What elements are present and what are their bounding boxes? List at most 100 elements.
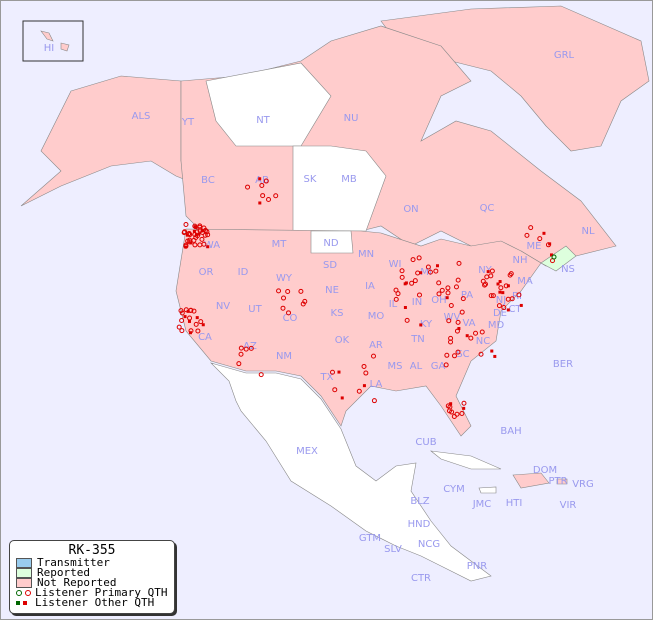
listener-primary-marker <box>201 241 207 247</box>
region-label-nu: NU <box>344 113 359 124</box>
listener-primary-marker <box>399 268 405 274</box>
listener-primary-marker <box>448 339 454 345</box>
region-label-ab: AB <box>255 175 269 186</box>
region-label-ms: MS <box>388 361 403 372</box>
listener-primary-marker <box>399 274 405 280</box>
listener-primary-marker <box>524 232 530 238</box>
listener-other-marker <box>183 315 187 319</box>
listener-other-marker <box>404 281 408 285</box>
listener-primary-marker <box>192 232 198 238</box>
legend-transmitter: Transmitter <box>10 557 174 568</box>
listener-other-marker <box>462 406 466 410</box>
listener-other-marker <box>506 284 510 288</box>
listener-primary-marker <box>537 236 543 242</box>
listener-other-marker <box>206 245 210 249</box>
listener-primary-marker <box>258 372 264 378</box>
region-label-tx: TX <box>320 372 334 383</box>
region-label-la: LA <box>370 379 383 390</box>
region-label-de: DE <box>493 308 507 319</box>
legend-label: Listener Primary QTH <box>35 586 168 599</box>
region-label-wa: WA <box>204 240 220 251</box>
region-nd <box>310 230 354 254</box>
region-label-nt: NT <box>256 115 270 126</box>
listener-primary-marker <box>482 282 488 288</box>
reported-primary-marker <box>551 254 557 260</box>
listener-primary-marker <box>201 225 207 231</box>
listener-primary-marker <box>455 319 461 325</box>
region-label-ct: CT <box>508 304 522 315</box>
listener-primary-marker <box>439 287 445 293</box>
region-label-mb: MB <box>341 174 357 185</box>
listener-other-marker <box>519 303 523 307</box>
listener-primary-marker <box>245 184 251 190</box>
region-label-ctr: CTR <box>411 573 431 584</box>
listener-other-marker <box>498 280 502 284</box>
region-label-nh: NH <box>513 255 528 266</box>
not-reported-swatch <box>16 578 32 588</box>
listener-primary-marker <box>460 296 466 302</box>
listener-primary-marker <box>191 237 197 243</box>
region-label-co: CO <box>283 313 298 324</box>
listener-primary-marker <box>243 346 249 352</box>
listener-other-marker <box>548 242 552 246</box>
region-label-ne: NE <box>325 285 339 296</box>
region-label-mt: MT <box>272 239 288 250</box>
listener-primary-marker <box>455 349 461 355</box>
region-label-ma: MA <box>517 276 533 287</box>
listener-primary-marker <box>436 280 442 286</box>
listener-other-marker <box>201 323 205 327</box>
listener-primary-marker <box>452 353 458 359</box>
listener-other-marker <box>189 241 193 245</box>
listener-other-marker <box>490 349 494 353</box>
listener-primary-marker <box>179 317 185 323</box>
listener-other-marker <box>501 291 505 295</box>
listener-primary-marker <box>193 321 199 327</box>
region-ns <box>540 245 577 272</box>
region-label-va: VA <box>462 318 475 329</box>
listener-other-marker <box>258 201 262 205</box>
region-label-mn: MN <box>358 249 374 260</box>
listener-primary-marker <box>248 345 254 351</box>
region-label-nc: NC <box>476 336 490 347</box>
listener-primary-marker <box>443 362 449 368</box>
legend-label: Listener Other QTH <box>35 596 155 609</box>
region-label-vir: VIR <box>560 500 577 511</box>
listener-primary-marker <box>508 271 514 277</box>
listener-other-marker <box>435 264 439 268</box>
region-label-wi: WI <box>389 259 402 270</box>
listener-primary-marker <box>238 345 244 351</box>
legend-other-qth: Listener Other QTH <box>10 596 174 609</box>
listener-primary-marker <box>468 335 474 341</box>
region-label-slv: SLV <box>384 544 402 555</box>
region-label-nd: ND <box>323 238 338 249</box>
listener-primary-marker <box>433 268 439 274</box>
listener-primary-marker <box>329 369 335 375</box>
region-label-nv: NV <box>216 301 230 312</box>
region-label-nm: NM <box>276 351 292 362</box>
region-label-sk: SK <box>304 174 317 185</box>
listener-primary-marker <box>363 370 369 376</box>
listener-primary-marker <box>479 329 485 335</box>
listener-primary-marker <box>461 400 467 406</box>
listener-primary-marker <box>501 305 507 311</box>
region-label-me: ME <box>527 241 542 252</box>
listener-primary-marker <box>183 222 189 228</box>
region-label-hti: HTI <box>506 498 523 509</box>
listener-primary-marker <box>185 238 191 244</box>
listener-other-marker <box>195 316 199 320</box>
region-usa <box>175 228 542 437</box>
listener-primary-marker <box>191 308 197 314</box>
region-label-mo: MO <box>368 311 385 322</box>
region-label-ga: GA <box>431 361 446 372</box>
listener-primary-marker <box>361 363 367 369</box>
region-label-tn: TN <box>410 334 425 345</box>
listener-primary-marker <box>370 353 376 359</box>
listener-primary-marker <box>192 242 198 248</box>
region-label-vrg: VRG <box>572 479 594 490</box>
listener-primary-marker <box>410 257 416 263</box>
listener-other-marker <box>337 370 341 374</box>
listener-primary-marker <box>186 231 192 237</box>
legend-title: RK-355 <box>68 543 116 558</box>
